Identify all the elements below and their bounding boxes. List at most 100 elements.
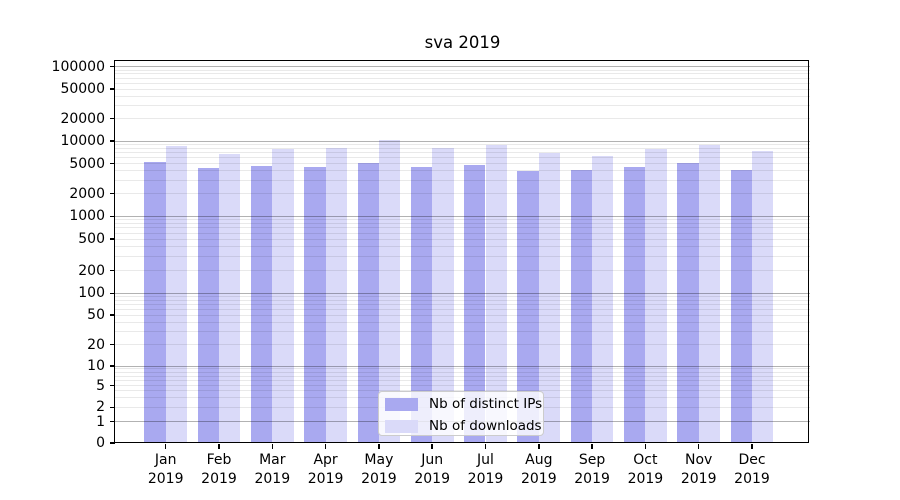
- y-tick-mark: [110, 292, 115, 295]
- gridline-major: [115, 140, 810, 142]
- gridline-minor: [115, 368, 810, 370]
- y-tick-mark: [110, 343, 115, 346]
- x-tick-label: Jul 2019: [467, 452, 504, 487]
- x-tick-mark: [431, 444, 433, 449]
- bar: [538, 153, 561, 443]
- legend-item: Nb of distinct IPs: [385, 397, 542, 411]
- bar: [730, 170, 752, 443]
- x-tick-label: Apr 2019: [307, 452, 344, 487]
- gridline-minor: [115, 82, 810, 84]
- y-tick-label: 2: [96, 399, 105, 416]
- y-tick-mark: [110, 420, 115, 423]
- gridline-minor: [115, 193, 810, 195]
- bar: [464, 164, 486, 443]
- gridline-minor: [115, 232, 810, 234]
- y-tick-label: 1: [96, 413, 105, 430]
- x-tick-label: Feb 2019: [201, 452, 237, 487]
- y-tick-label: 5: [96, 377, 105, 394]
- gridline-minor: [115, 223, 810, 225]
- x-tick-mark: [751, 444, 753, 449]
- bar: [272, 148, 294, 443]
- gridline-minor: [115, 95, 810, 97]
- x-tick-mark: [591, 444, 593, 449]
- x-tick-label: Mar 2019: [254, 452, 291, 487]
- y-tick-label: 100: [78, 285, 105, 302]
- y-tick-label: 100000: [51, 58, 105, 75]
- gridline-minor: [115, 390, 810, 392]
- bar: [165, 145, 188, 443]
- bar: [645, 148, 667, 443]
- legend-label: Nb of distinct IPs: [429, 396, 543, 412]
- gridline-minor: [115, 344, 810, 345]
- legend-swatch-distinct-ips: [385, 398, 418, 411]
- x-tick-label: Aug 2019: [520, 452, 557, 487]
- x-tick-label: Nov 2019: [680, 452, 717, 487]
- legend-label: Nb of downloads: [429, 418, 542, 434]
- legend-swatch-downloads: [385, 420, 418, 433]
- bar: [304, 167, 326, 443]
- y-tick-label: 10000: [60, 133, 105, 149]
- x-tick-label: May 2019: [361, 452, 397, 487]
- y-tick-label: 500: [78, 231, 105, 247]
- bar: [410, 167, 433, 443]
- bar: [570, 170, 593, 443]
- y-tick-mark: [110, 269, 115, 272]
- x-tick-mark: [484, 444, 487, 449]
- y-tick-label: 20000: [60, 110, 105, 127]
- y-tick-mark: [110, 442, 115, 444]
- x-tick-label: Sep 2019: [574, 452, 610, 487]
- gridline-minor: [115, 331, 810, 333]
- gridline-minor: [115, 163, 810, 165]
- y-tick-label: 50000: [60, 81, 105, 98]
- bar: [378, 140, 401, 443]
- gridline-minor: [115, 77, 810, 79]
- gridline-minor: [115, 304, 810, 306]
- bar: [144, 162, 166, 443]
- bar: [219, 154, 241, 443]
- y-tick-label: 5000: [69, 155, 105, 172]
- y-tick-mark: [110, 192, 115, 195]
- bar: [485, 145, 507, 443]
- x-tick-label: Jun 2019: [414, 452, 450, 487]
- bar: [592, 155, 614, 443]
- gridline-minor: [115, 157, 810, 159]
- gridline-minor: [115, 238, 810, 240]
- x-tick-mark: [697, 444, 700, 449]
- x-tick-mark: [378, 444, 380, 449]
- y-tick-mark: [110, 215, 115, 218]
- bar: [624, 166, 646, 443]
- gridline-minor: [115, 256, 810, 258]
- bar: [677, 162, 699, 443]
- y-tick-mark: [110, 365, 115, 367]
- gridline-minor: [115, 270, 810, 271]
- bar: [357, 162, 379, 443]
- gridline-minor: [115, 118, 810, 120]
- y-tick-mark: [110, 88, 115, 90]
- gridline-major: [115, 365, 810, 367]
- x-tick-mark: [271, 444, 274, 449]
- legend: Nb of distinct IPs Nb of downloads: [378, 391, 544, 436]
- bar: [325, 148, 347, 443]
- y-tick-mark: [110, 314, 115, 316]
- x-tick-label: Dec 2019: [734, 452, 770, 487]
- y-tick-mark: [110, 65, 115, 68]
- y-tick-mark: [110, 140, 115, 142]
- gridline-minor: [115, 73, 810, 75]
- gridline-minor: [115, 147, 810, 149]
- x-tick-mark: [538, 444, 540, 449]
- bar: [432, 147, 454, 443]
- gridline-minor: [115, 179, 810, 181]
- y-tick-label: 2000: [69, 185, 105, 202]
- gridline-minor: [115, 385, 810, 387]
- gridline-minor: [115, 88, 810, 90]
- bar: [698, 144, 721, 443]
- gridline-minor: [115, 152, 810, 154]
- y-tick-label: 200: [78, 262, 105, 279]
- x-tick-mark: [644, 444, 647, 449]
- y-tick-label: 0: [96, 435, 105, 451]
- y-tick-mark: [110, 384, 115, 387]
- gridline-minor: [115, 296, 810, 298]
- gridline-minor: [115, 321, 810, 323]
- y-tick-label: 20: [87, 336, 105, 353]
